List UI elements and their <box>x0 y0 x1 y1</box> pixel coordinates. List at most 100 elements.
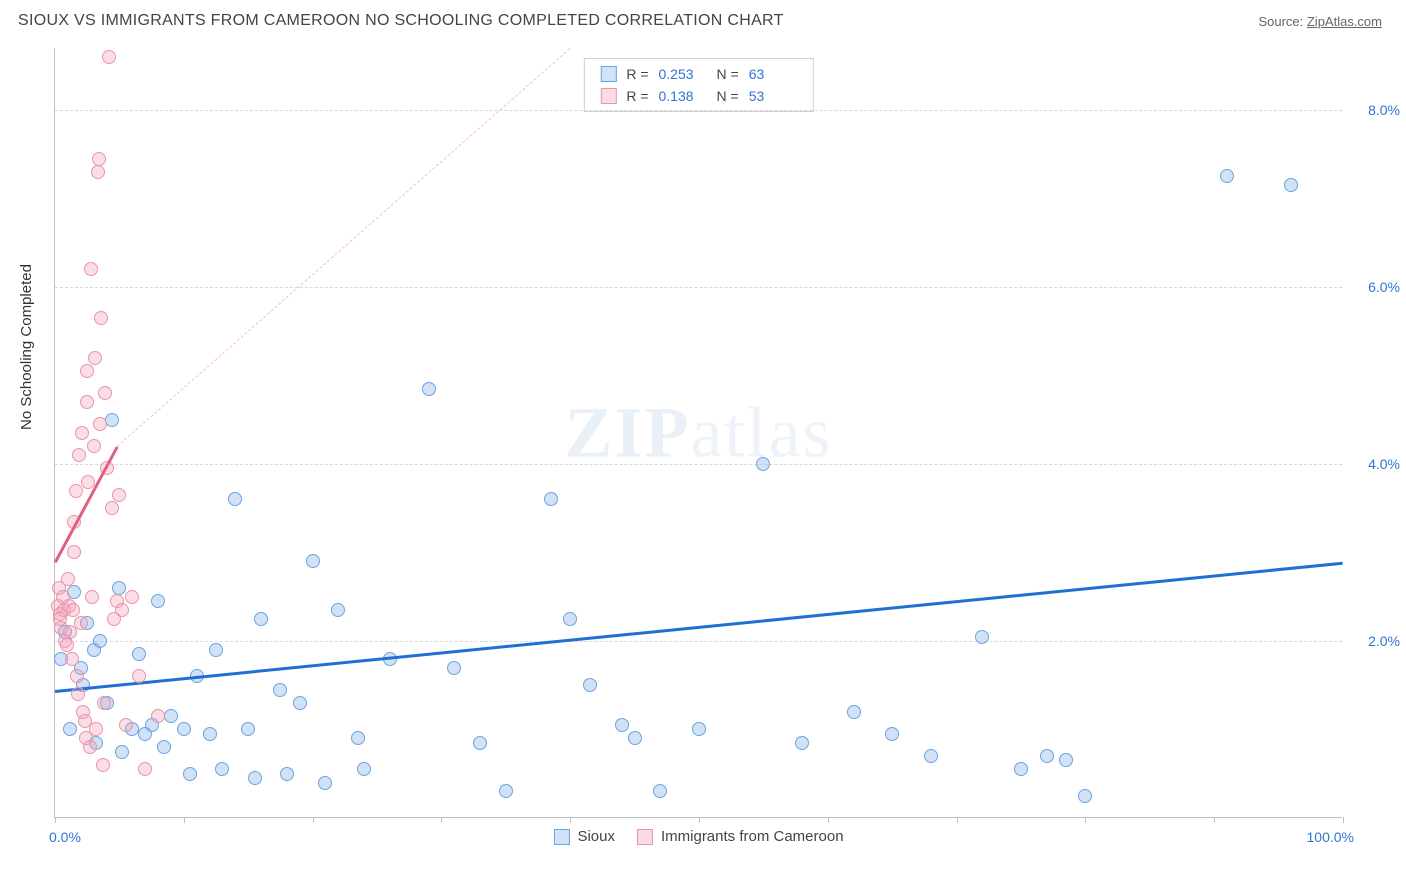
data-point <box>351 731 365 745</box>
legend-r-value: 0.138 <box>659 88 707 104</box>
y-tick-label: 4.0% <box>1348 456 1400 472</box>
data-point <box>65 652 79 666</box>
data-point <box>318 776 332 790</box>
data-point <box>93 634 107 648</box>
x-tick-mark <box>699 817 700 823</box>
data-point <box>69 484 83 498</box>
data-point <box>93 417 107 431</box>
legend-swatch <box>600 88 616 104</box>
data-point <box>544 492 558 506</box>
data-point <box>628 731 642 745</box>
legend-n-label: N = <box>717 88 739 104</box>
data-point <box>177 722 191 736</box>
source-link[interactable]: ZipAtlas.com <box>1307 14 1382 29</box>
data-point <box>254 612 268 626</box>
data-point <box>499 784 513 798</box>
source-prefix: Source: <box>1258 14 1306 29</box>
x-tick-mark <box>55 817 56 823</box>
data-point <box>89 722 103 736</box>
data-point <box>84 262 98 276</box>
data-point <box>96 758 110 772</box>
data-point <box>615 718 629 732</box>
series-legend-item: Sioux <box>553 828 615 845</box>
data-point <box>241 722 255 736</box>
gridline <box>55 641 1342 642</box>
data-point <box>422 382 436 396</box>
data-point <box>215 762 229 776</box>
data-point <box>306 554 320 568</box>
data-point <box>83 740 97 754</box>
data-point <box>112 581 126 595</box>
source-attribution: Source: ZipAtlas.com <box>1258 14 1382 29</box>
data-point <box>115 745 129 759</box>
data-point <box>151 594 165 608</box>
x-tick-mark <box>1085 817 1086 823</box>
data-point <box>357 762 371 776</box>
data-point <box>885 727 899 741</box>
data-point <box>924 749 938 763</box>
data-point <box>105 501 119 515</box>
data-point <box>70 669 84 683</box>
data-point <box>975 630 989 644</box>
data-point <box>63 722 77 736</box>
y-tick-label: 8.0% <box>1348 102 1400 118</box>
data-point <box>203 727 217 741</box>
data-point <box>653 784 667 798</box>
data-point <box>447 661 461 675</box>
data-point <box>228 492 242 506</box>
trend-line <box>55 561 1343 692</box>
legend-r-value: 0.253 <box>659 66 707 82</box>
data-point <box>112 488 126 502</box>
data-point <box>209 643 223 657</box>
data-point <box>80 395 94 409</box>
data-point <box>75 426 89 440</box>
data-point <box>53 612 67 626</box>
data-point <box>248 771 262 785</box>
legend-n-value: 63 <box>749 66 797 82</box>
data-point <box>66 603 80 617</box>
data-point <box>132 669 146 683</box>
scatter-plot: ZIPatlas R =0.253N =63R =0.138N =53 Siou… <box>54 48 1342 818</box>
legend-swatch <box>600 66 616 82</box>
data-point <box>473 736 487 750</box>
x-tick-mark <box>1343 817 1344 823</box>
series-name: Immigrants from Cameroon <box>661 828 844 845</box>
data-point <box>1040 749 1054 763</box>
data-point <box>293 696 307 710</box>
data-point <box>1284 178 1298 192</box>
data-point <box>692 722 706 736</box>
trend-line <box>116 48 570 447</box>
data-point <box>583 678 597 692</box>
legend-row: R =0.138N =53 <box>584 85 812 107</box>
y-tick-label: 6.0% <box>1348 279 1400 295</box>
series-legend-item: Immigrants from Cameroon <box>637 828 844 845</box>
data-point <box>67 545 81 559</box>
data-point <box>87 439 101 453</box>
data-point <box>92 152 106 166</box>
data-point <box>71 687 85 701</box>
series-name: Sioux <box>577 828 615 845</box>
y-axis-label: No Schooling Completed <box>18 264 35 430</box>
data-point <box>563 612 577 626</box>
correlation-legend: R =0.253N =63R =0.138N =53 <box>583 58 813 112</box>
chart-title: SIOUX VS IMMIGRANTS FROM CAMEROON NO SCH… <box>18 12 784 30</box>
x-tick-label: 0.0% <box>49 829 81 845</box>
data-point <box>132 647 146 661</box>
gridline <box>55 287 1342 288</box>
legend-n-value: 53 <box>749 88 797 104</box>
data-point <box>61 572 75 586</box>
series-legend: Sioux Immigrants from Cameroon <box>553 828 843 845</box>
data-point <box>331 603 345 617</box>
data-point <box>85 590 99 604</box>
legend-swatch <box>553 829 569 845</box>
data-point <box>115 603 129 617</box>
gridline <box>55 464 1342 465</box>
data-point <box>1014 762 1028 776</box>
x-tick-mark <box>828 817 829 823</box>
data-point <box>138 762 152 776</box>
data-point <box>125 590 139 604</box>
data-point <box>88 351 102 365</box>
x-tick-mark <box>570 817 571 823</box>
data-point <box>74 616 88 630</box>
data-point <box>80 364 94 378</box>
